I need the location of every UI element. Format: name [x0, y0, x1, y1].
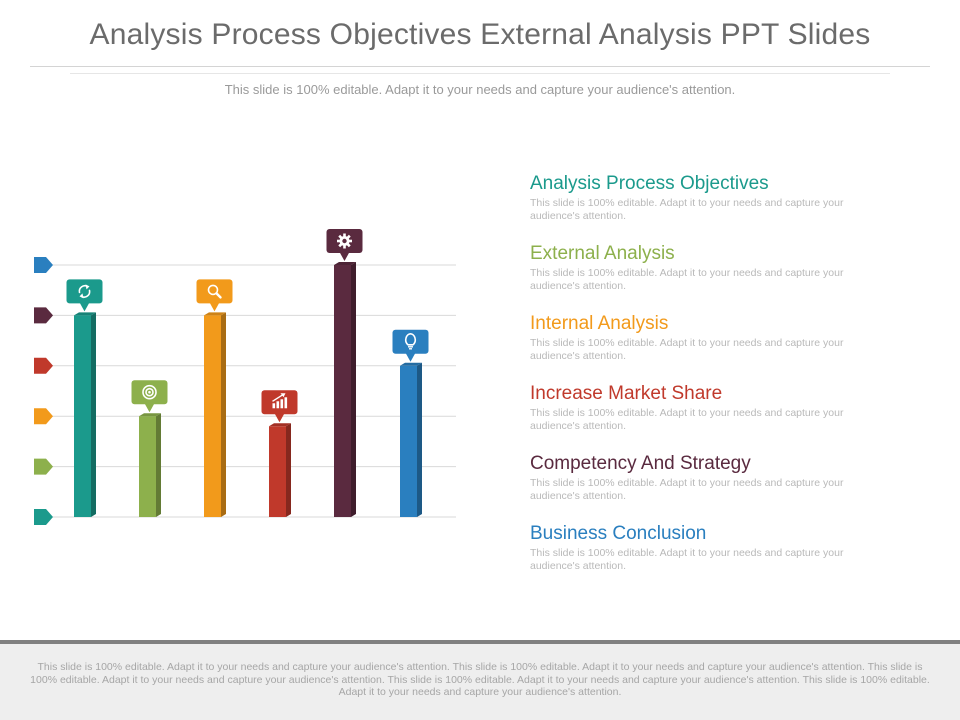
- growth-chart-icon: [272, 393, 288, 409]
- callout-pointer: [79, 302, 90, 312]
- callout-pointer: [209, 302, 220, 312]
- legend-description: This slide is 100% editable. Adapt it to…: [530, 547, 844, 572]
- bar: [139, 413, 161, 517]
- callout-pointer: [144, 403, 155, 413]
- legend-item-5: Competency And Strategy This slide is 10…: [530, 453, 900, 503]
- slide-subtitle: This slide is 100% editable. Adapt it to…: [224, 82, 736, 97]
- bar-top: [269, 423, 291, 427]
- bar-side: [221, 312, 226, 517]
- bar-callout: [131, 380, 168, 413]
- bar-side: [286, 423, 291, 517]
- bar-chart: [34, 229, 456, 525]
- bar-callout: [196, 279, 233, 312]
- callout-box: [66, 279, 103, 304]
- bar-front: [139, 416, 156, 517]
- bar-top: [400, 362, 422, 366]
- legend-description: This slide is 100% editable. Adapt it to…: [530, 337, 844, 362]
- bar-top: [204, 312, 226, 316]
- bar-front: [334, 265, 351, 517]
- callout-pointer: [339, 252, 350, 261]
- callout-box: [261, 390, 298, 415]
- footer-divider: [0, 640, 960, 644]
- legend-title: Increase Market Share: [530, 383, 723, 404]
- bar-top: [334, 262, 356, 265]
- bar-side: [351, 262, 356, 517]
- legend-title: Competency And Strategy: [530, 453, 751, 474]
- bar-front: [269, 426, 286, 517]
- bar-callout: [392, 329, 429, 362]
- legend-title: Analysis Process Objectives: [530, 173, 769, 194]
- callout-box: [392, 329, 429, 354]
- footer-panel: [0, 640, 960, 720]
- bar-callout: [326, 229, 363, 261]
- bar: [269, 423, 291, 517]
- legend-item-3: Internal Analysis This slide is 100% edi…: [530, 313, 900, 363]
- legend-title: Internal Analysis: [530, 313, 669, 334]
- slide-title: Analysis Process Objectives External Ana…: [89, 18, 871, 51]
- subtitle-divider: [70, 73, 890, 74]
- bar-front: [204, 315, 221, 517]
- bar-front: [74, 315, 91, 517]
- legend-title: Business Conclusion: [530, 523, 707, 544]
- legend-item-6: Business Conclusion This slide is 100% e…: [530, 523, 900, 573]
- bar-top: [139, 413, 161, 417]
- axis-marker: [34, 408, 53, 425]
- bar: [74, 312, 96, 517]
- bar-side: [91, 312, 96, 517]
- axis-marker: [34, 509, 53, 525]
- title-divider: [30, 66, 930, 67]
- target-icon: [142, 384, 157, 400]
- bar-side: [156, 413, 161, 517]
- bar-top: [74, 312, 96, 316]
- callout-pointer: [274, 413, 285, 423]
- bar-callout: [66, 279, 103, 312]
- footer-text: This slide is 100% editable. Adapt it to…: [30, 661, 930, 698]
- lightbulb-icon: [404, 332, 417, 350]
- axis-marker: [34, 257, 53, 273]
- recycle-icon: [78, 284, 91, 299]
- legend-item-1: Analysis Process Objectives This slide i…: [530, 173, 900, 223]
- bar: [400, 362, 422, 517]
- legend-title: External Analysis: [530, 243, 675, 264]
- legend-description: This slide is 100% editable. Adapt it to…: [530, 267, 844, 292]
- legend-description: This slide is 100% editable. Adapt it to…: [530, 477, 844, 502]
- legend-description: This slide is 100% editable. Adapt it to…: [530, 197, 844, 222]
- callout-box: [196, 279, 233, 304]
- axis-marker: [34, 458, 53, 475]
- legend-item-2: External Analysis This slide is 100% edi…: [530, 243, 900, 293]
- bar-side: [417, 362, 422, 517]
- bar: [334, 262, 356, 517]
- axis-marker: [34, 307, 53, 324]
- callout-pointer: [405, 352, 416, 362]
- gear-icon: [337, 233, 352, 249]
- magnifier-icon: [207, 284, 222, 299]
- bar-callout: [261, 390, 298, 423]
- legend-description: This slide is 100% editable. Adapt it to…: [530, 407, 844, 432]
- legend-item-4: Increase Market Share This slide is 100%…: [530, 383, 900, 433]
- bar-front: [400, 365, 417, 517]
- axis-marker: [34, 357, 53, 374]
- bar: [204, 312, 226, 517]
